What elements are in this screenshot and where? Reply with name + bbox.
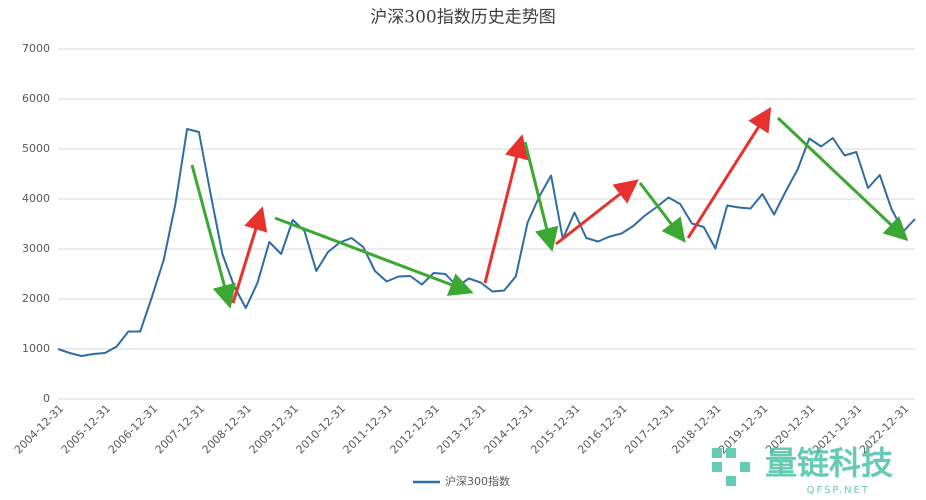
x-tick-label: 2004-12-31 [12, 402, 66, 456]
watermark-icon [726, 476, 736, 486]
up-arrow [483, 134, 529, 284]
x-tick-label: 2012-12-31 [388, 402, 442, 456]
up-arrow [686, 106, 772, 239]
x-tick-label: 2006-12-31 [106, 402, 160, 456]
data-line [57, 128, 916, 357]
down-arrow [638, 182, 686, 243]
y-tick-label: 3000 [22, 242, 50, 255]
watermark-icon [712, 462, 722, 472]
down-arrow [523, 141, 559, 252]
y-tick-label: 6000 [22, 92, 50, 105]
trend-arrows [190, 106, 909, 309]
x-tick-label: 2019-12-31 [716, 402, 770, 456]
y-tick-label: 4000 [22, 192, 50, 205]
x-tick-label: 2016-12-31 [575, 402, 629, 456]
legend: 沪深300指数 [413, 474, 510, 488]
watermark: 量链科技 QFSP.NET [712, 444, 893, 496]
down-arrow [190, 164, 236, 309]
watermark-text: 量链科技 [765, 444, 893, 482]
x-tick-label: 2013-12-31 [434, 402, 488, 456]
up-arrow [555, 179, 639, 246]
y-tick-label: 2000 [22, 292, 50, 305]
y-tick-label: 7000 [22, 42, 50, 55]
x-tick-label: 2009-12-31 [247, 402, 301, 456]
x-tick-label: 2007-12-31 [153, 402, 207, 456]
chart-title: 沪深300指数历史走势图 [370, 8, 555, 28]
x-tick-label: 2005-12-31 [59, 402, 113, 456]
x-tick-label: 2011-12-31 [341, 402, 395, 456]
plot: 010002000300040005000600070002004-12-312… [12, 42, 916, 456]
x-tick-label: 2008-12-31 [200, 402, 254, 456]
legend-label: 沪深300指数 [445, 474, 510, 488]
watermark-icon [726, 448, 736, 458]
down-arrow [274, 216, 474, 296]
x-tick-label: 2017-12-31 [622, 402, 676, 456]
up-arrow [231, 206, 268, 304]
y-tick-label: 0 [43, 392, 50, 405]
watermark-icon [712, 448, 722, 458]
y-tick-label: 1000 [22, 342, 50, 355]
down-arrow [776, 116, 909, 242]
watermark-icon [740, 462, 750, 472]
watermark-site: QFSP.NET [807, 485, 870, 496]
y-tick-label: 5000 [22, 142, 50, 155]
x-tick-label: 2015-12-31 [528, 402, 582, 456]
x-tick-label: 2014-12-31 [481, 402, 535, 456]
x-tick-label: 2010-12-31 [294, 402, 348, 456]
